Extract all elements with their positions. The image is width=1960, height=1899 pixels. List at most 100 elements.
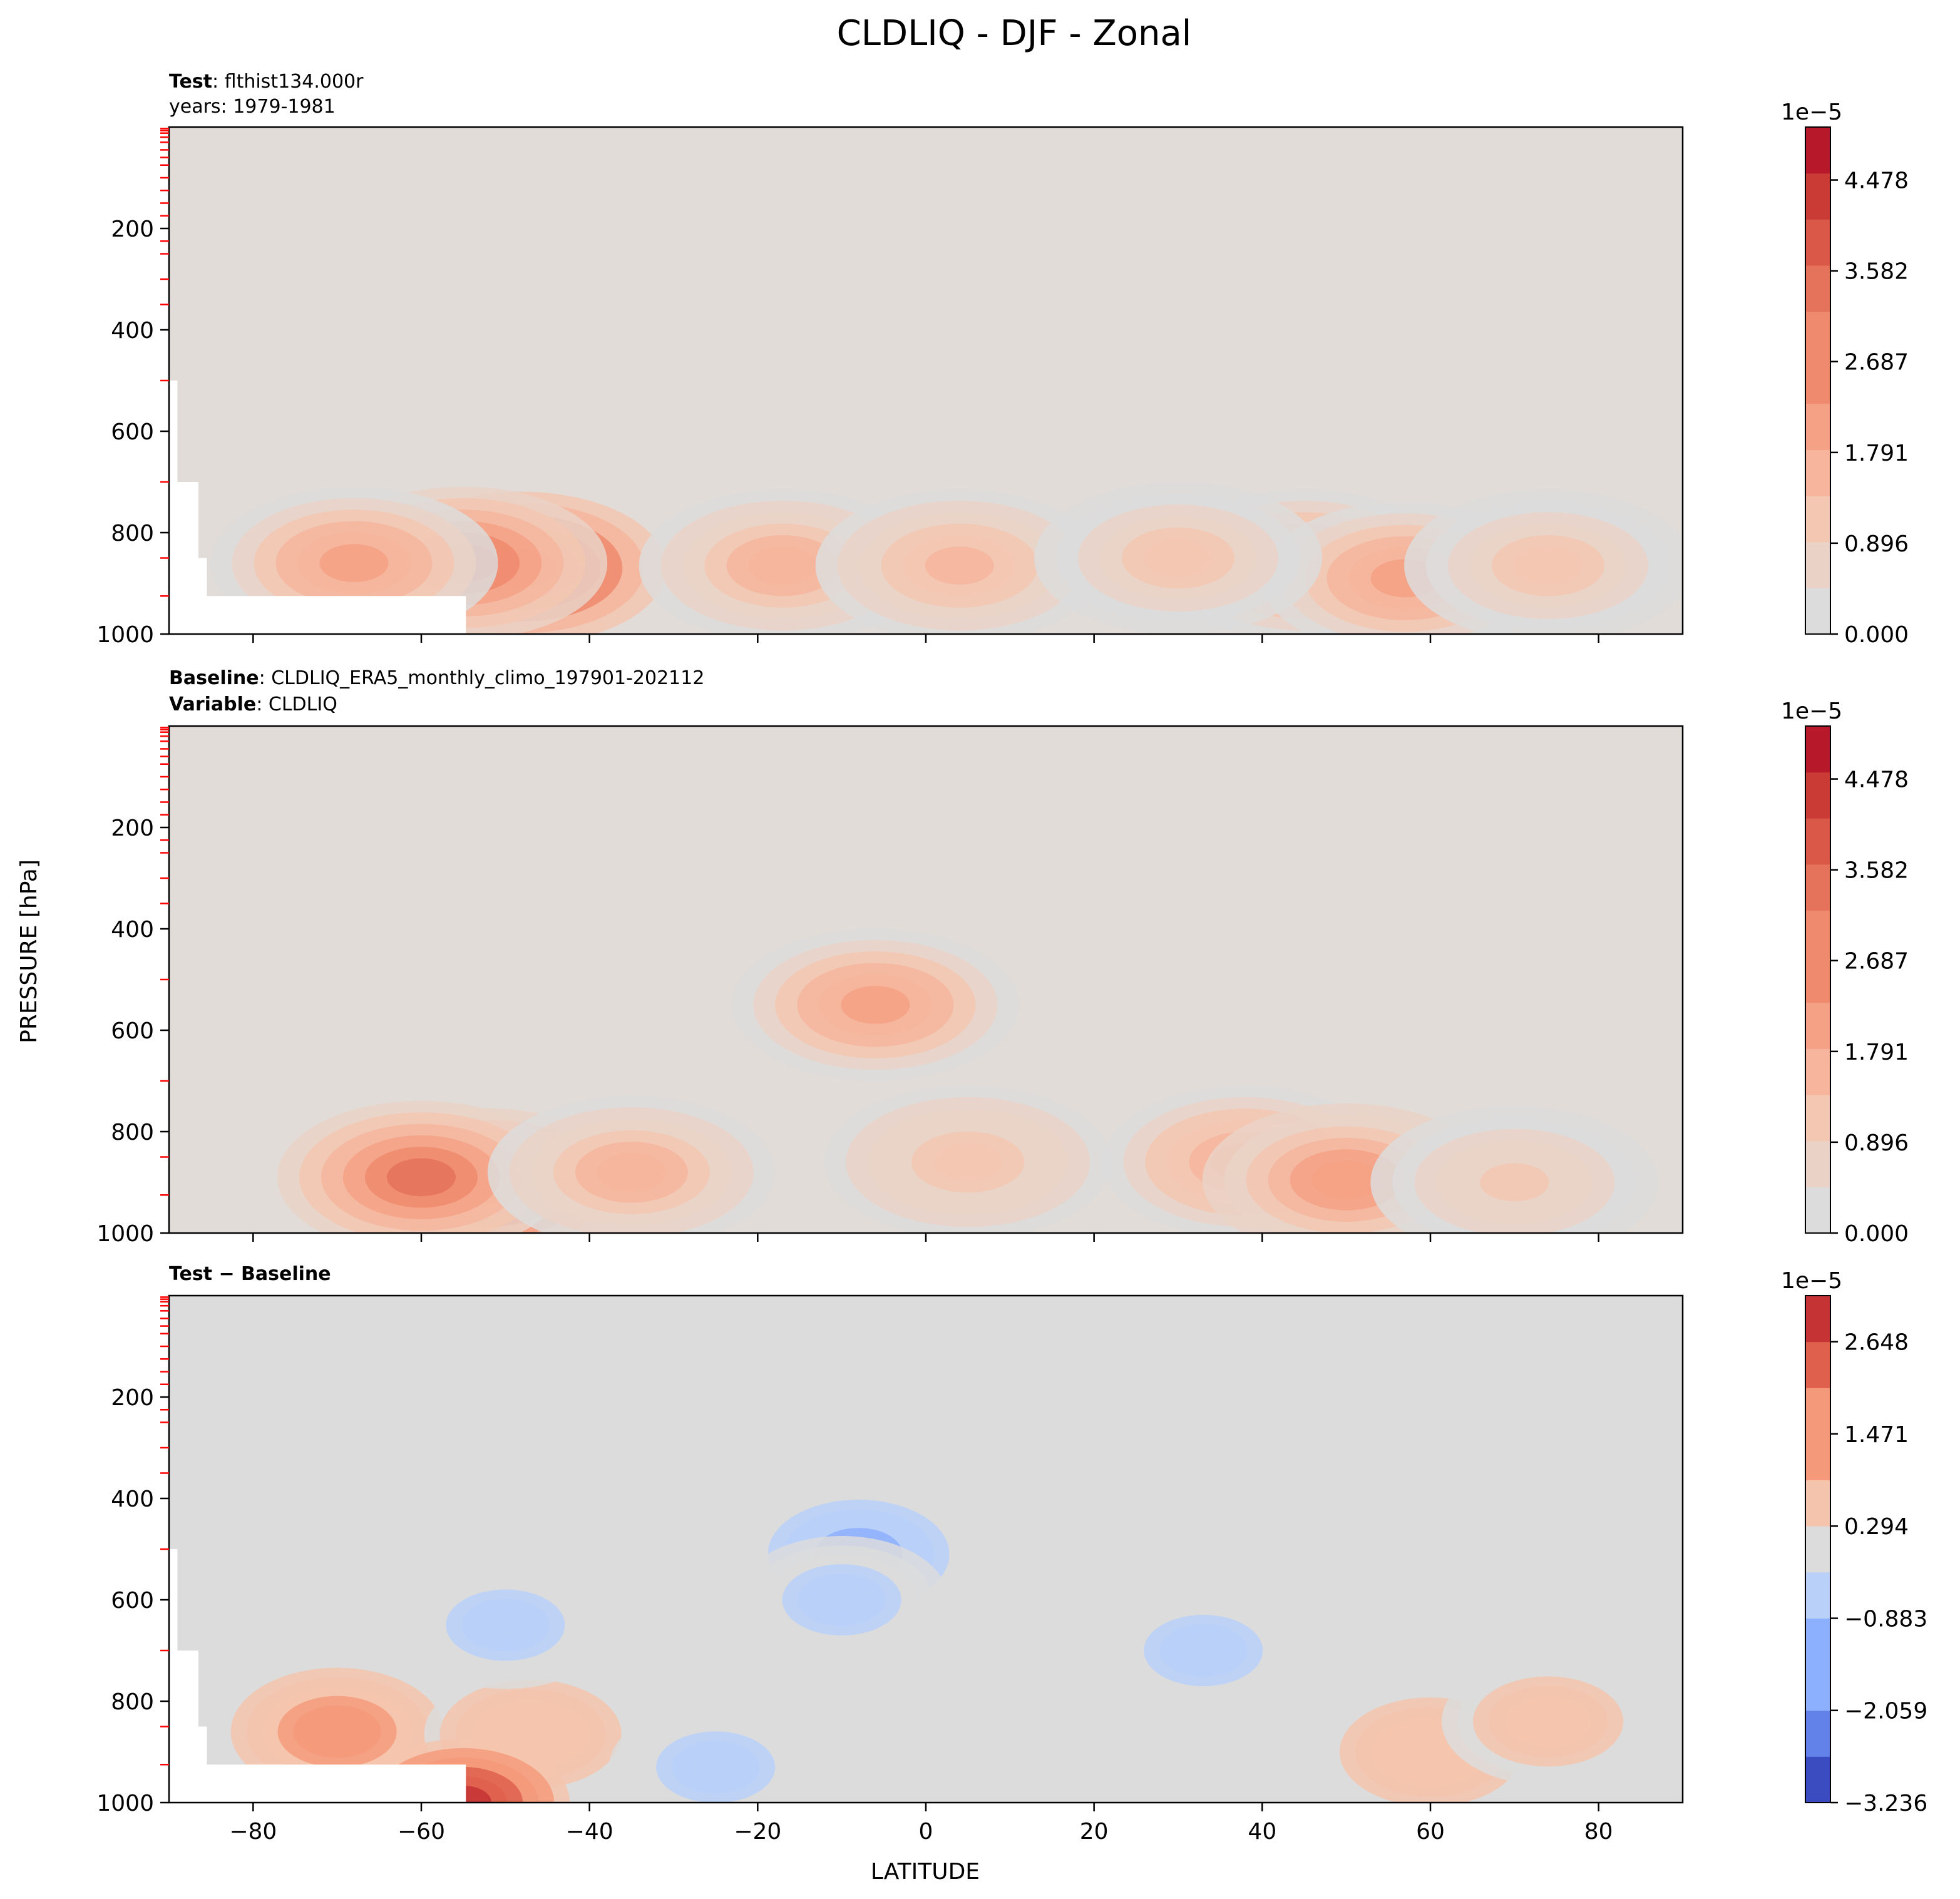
contour-region [1311, 1160, 1381, 1199]
panel-header-line: years: 1979-1981 [169, 96, 336, 118]
panel-header-line: Test − Baseline [169, 1263, 331, 1285]
panel-baseline: Baseline: CLDLIQ_ERA5_monthly_climo_1979… [96, 667, 1909, 1247]
x-tick-label: 0 [919, 1819, 933, 1845]
colorbar-tick-label: 0.294 [1844, 1514, 1909, 1540]
y-tick-label: 400 [111, 917, 154, 943]
panel-header-line: Test: flthist134.000r [169, 71, 364, 93]
colorbar-level [1805, 219, 1830, 266]
colorbar-level [1805, 127, 1830, 174]
colorbar-level [1805, 1048, 1830, 1095]
colorbar-multiplier: 1e−5 [1781, 100, 1842, 125]
colorbar-tick-label: 4.478 [1844, 767, 1909, 793]
contour-region [387, 1158, 456, 1197]
colorbar-level [1805, 818, 1830, 865]
colorbar-level [1805, 496, 1830, 543]
contour-region [748, 546, 818, 585]
contour-region [687, 1750, 744, 1784]
contour-region [933, 1143, 1003, 1181]
colorbar-tick-label: 1.471 [1844, 1422, 1909, 1448]
x-tick-label: 20 [1080, 1819, 1109, 1845]
colorbar-level [1805, 1002, 1830, 1049]
colorbar-level [1805, 1296, 1830, 1343]
panel-header-text: : CLDLIQ_ERA5_monthly_climo_197901-20211… [259, 667, 705, 689]
colorbar-multiplier: 1e−5 [1781, 1268, 1842, 1294]
contour-region [841, 986, 910, 1024]
colorbar-tick-label: 2.687 [1844, 350, 1909, 376]
contour-field [277, 928, 1659, 1233]
panel-header-bold: Test − Baseline [169, 1263, 331, 1285]
colorbar-tick-label: 3.582 [1844, 259, 1909, 285]
colorbar-tick-label: 1.791 [1844, 1040, 1909, 1065]
x-tick-label: −80 [229, 1819, 277, 1845]
colorbar-level [1805, 910, 1830, 957]
contour-region [925, 546, 994, 585]
contour-region [1514, 546, 1583, 585]
missing-data-mask [169, 381, 466, 634]
contour-region [813, 1583, 870, 1617]
colorbar-level [1805, 265, 1830, 312]
panel-header-bold: Baseline [169, 667, 259, 689]
colorbar-tick-label: 0.000 [1844, 622, 1909, 648]
colorbar-level [1805, 449, 1830, 496]
colorbar-tick-label: −0.883 [1844, 1607, 1927, 1632]
colorbar-tick-label: 2.687 [1844, 949, 1909, 975]
colorbar-level [1805, 357, 1830, 404]
contour-region [1520, 1704, 1577, 1739]
colorbar-level [1805, 1388, 1830, 1435]
y-tick-label: 400 [111, 318, 154, 344]
y-axis-label: PRESSURE [hPa] [16, 859, 42, 1043]
colorbar-level [1805, 1664, 1830, 1711]
x-tick-label: −60 [398, 1819, 445, 1845]
y-tick-label: 200 [111, 816, 154, 841]
colorbar-level [1805, 311, 1830, 358]
y-tick-label: 800 [111, 521, 154, 546]
colorbar-tick-label: 2.648 [1844, 1330, 1909, 1356]
contour-region [319, 544, 389, 582]
x-tick-label: 60 [1416, 1819, 1445, 1845]
contour-region [1480, 1163, 1549, 1202]
colorbar-tick-label: 4.478 [1844, 168, 1909, 194]
y-tick-label: 600 [111, 1018, 154, 1044]
colorbar-tick-label: 0.000 [1844, 1221, 1909, 1247]
y-tick-label: 1000 [96, 1221, 154, 1247]
colorbar: −3.236 −2.059 −0.883 0.294 1.471 2.648 1e−5 [1781, 1268, 1927, 1816]
y-tick-label: 600 [111, 419, 154, 445]
colorbar-level [1805, 173, 1830, 220]
x-tick-label: 80 [1584, 1819, 1613, 1845]
colorbar-tick-label: −3.236 [1844, 1791, 1927, 1816]
colorbar-tick-label: 0.896 [1844, 1130, 1909, 1156]
colorbar-level [1805, 1480, 1830, 1527]
contour-region [1175, 1634, 1232, 1667]
x-axis-label: LATITUDE [871, 1859, 980, 1885]
contour-region [502, 1717, 559, 1751]
colorbar-frame [1805, 725, 1831, 1234]
colorbar-level [1805, 1618, 1830, 1665]
panel-header-text: : flthist134.000r [212, 71, 364, 93]
colorbar-frame [1805, 1295, 1831, 1803]
colorbar: 0.000 0.896 1.791 2.687 3.582 4.478 1e−5 [1781, 100, 1909, 648]
colorbar-tick-label: −2.059 [1844, 1699, 1927, 1724]
colorbar-frame [1805, 126, 1831, 635]
panel-header-bold: Variable [169, 694, 256, 715]
x-tick-label: −40 [566, 1819, 613, 1845]
y-tick-label: 1000 [96, 622, 154, 648]
panel-header-line: Baseline: CLDLIQ_ERA5_monthly_climo_1979… [169, 667, 704, 689]
x-tick-label: −20 [734, 1819, 781, 1845]
colorbar-tick-label: 1.791 [1844, 441, 1909, 466]
colorbar-multiplier: 1e−5 [1781, 699, 1842, 724]
colorbar-level [1805, 541, 1830, 588]
panel-header-bold: Test [169, 71, 212, 93]
figure-title: CLDLIQ - DJF - Zonal [837, 13, 1192, 54]
y-tick-label: 200 [111, 1385, 154, 1411]
y-tick-label: 1000 [96, 1791, 154, 1816]
colorbar-level [1805, 1187, 1830, 1234]
colorbar-level [1805, 864, 1830, 911]
colorbar-level [1805, 403, 1830, 450]
y-tick-label: 800 [111, 1120, 154, 1145]
colorbar-level [1805, 956, 1830, 1003]
y-tick-label: 800 [111, 1689, 154, 1715]
contour-region [477, 1608, 534, 1642]
panel-header-text: : CLDLIQ [256, 694, 337, 715]
